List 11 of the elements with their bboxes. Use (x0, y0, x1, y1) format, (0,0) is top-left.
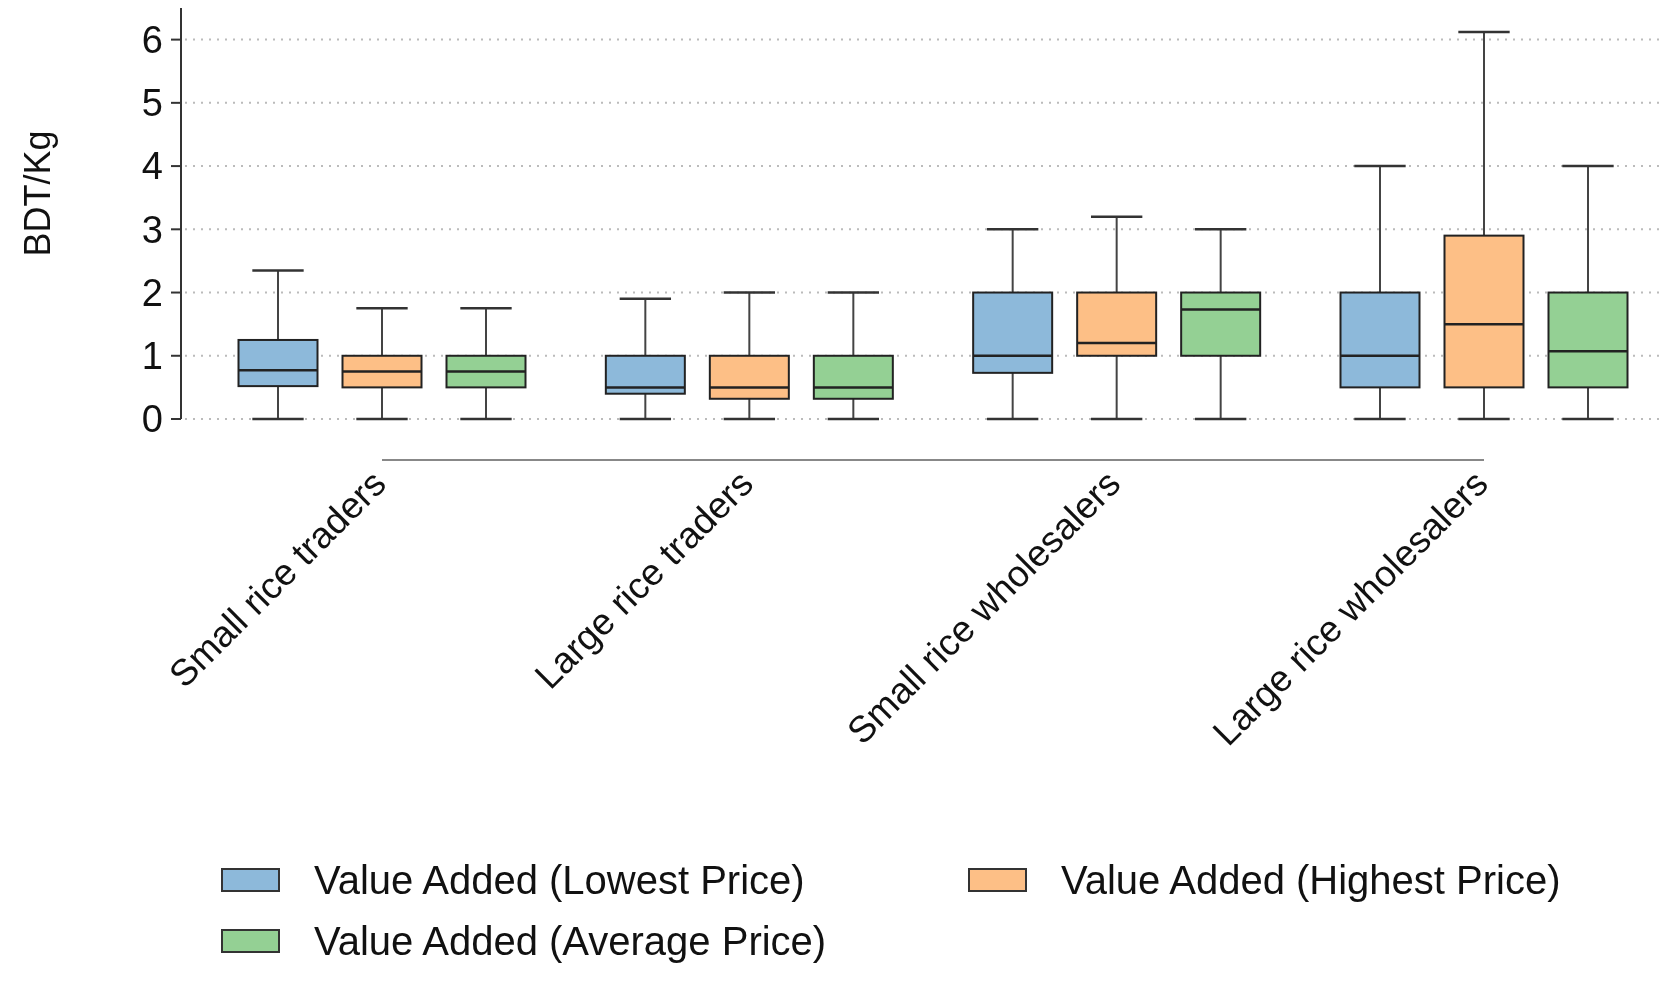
y-tick-label: 2 (141, 271, 163, 314)
legend-label: Value Added (Average Price) (314, 919, 827, 963)
y-tick-label: 6 (141, 18, 163, 61)
y-tick-label: 4 (141, 145, 163, 188)
legend-label: Value Added (Lowest Price) (314, 858, 805, 902)
legend-label: Value Added (Highest Price) (1061, 858, 1561, 902)
y-tick-label: 0 (141, 398, 163, 441)
y-tick-label: 3 (141, 208, 163, 251)
y-axis-title: BDT/Kg (17, 130, 58, 257)
y-tick-label: 1 (141, 335, 163, 378)
y-tick-label: 5 (141, 82, 163, 125)
